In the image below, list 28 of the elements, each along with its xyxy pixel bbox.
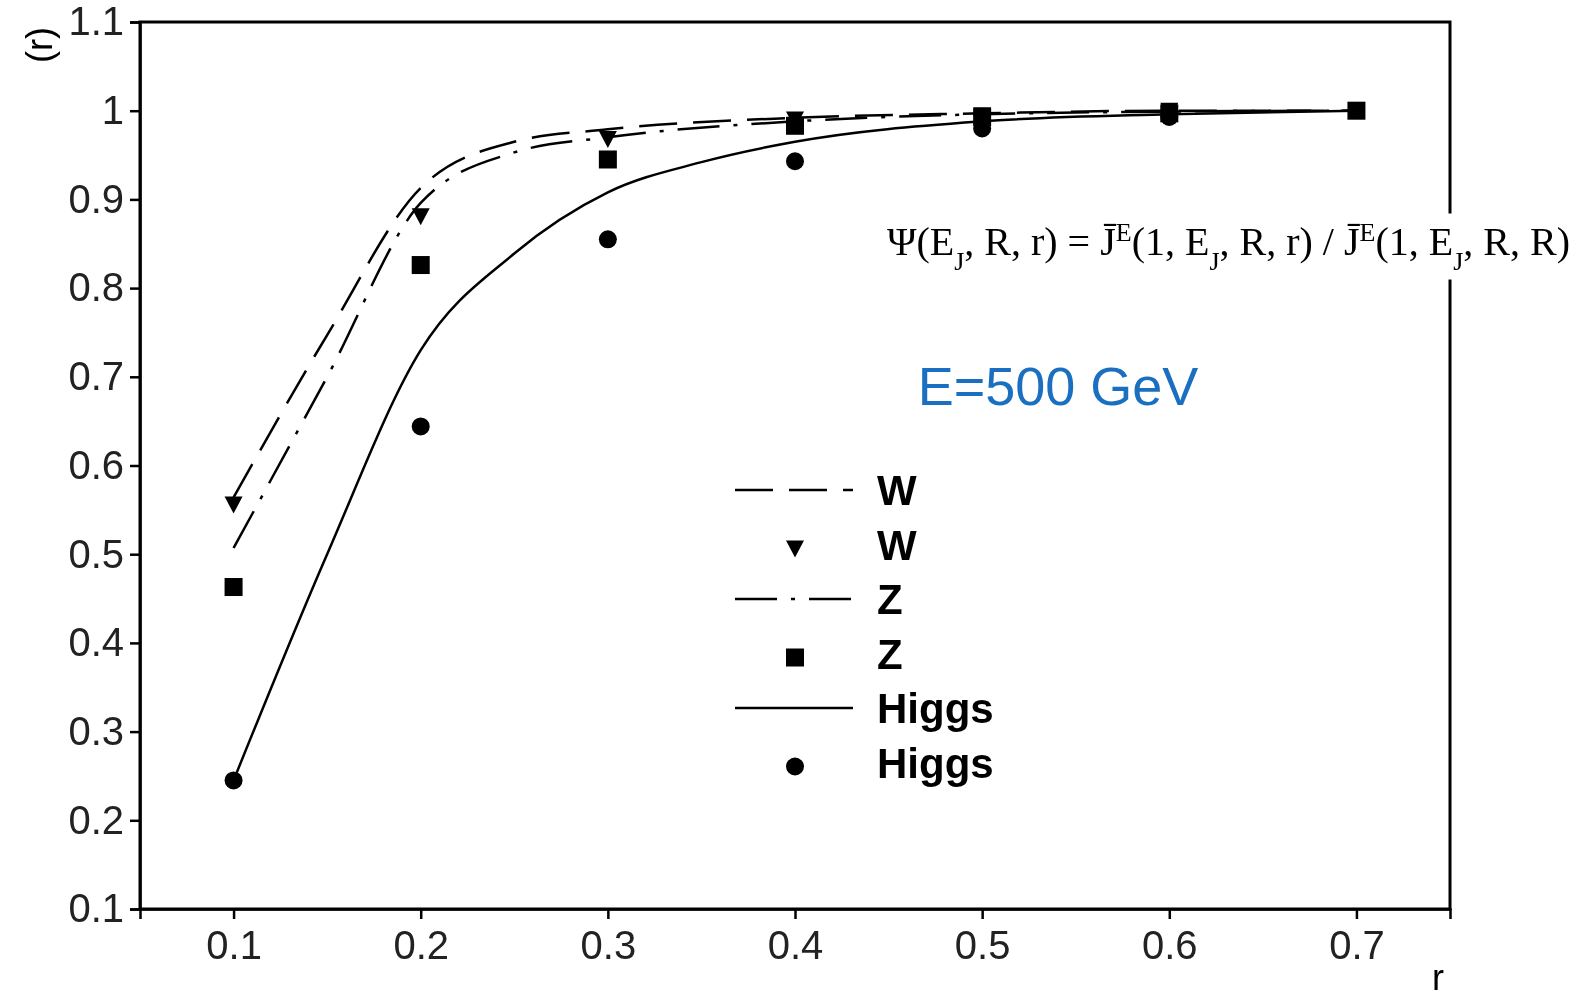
x-tick-label: 0.2 <box>393 923 450 968</box>
y-tick-label: 0.8 <box>68 265 124 310</box>
x-tick-label: 0.6 <box>1141 923 1198 968</box>
y-tick-label: 0.7 <box>68 354 124 399</box>
x-tick-label: 0.3 <box>580 923 637 968</box>
legend-label: Higgs <box>877 739 994 787</box>
y-axis-title: (r) <box>19 27 60 63</box>
text: Ψ(E$_{J}$, R, r) = J̄$^{E}$(1, E$_{J}$, R, r) / J̄$^{E}$(1, E$_{J}$, R, R) <box>886 217 1570 276</box>
legend-label: Higgs <box>877 685 994 732</box>
x-tick-label: 0.7 <box>1329 923 1385 968</box>
x-tick-label: 0.4 <box>767 923 824 968</box>
legend-label: Z <box>877 630 903 678</box>
y-tick-label: 0.1 <box>68 886 124 931</box>
legend-label: W <box>877 521 917 569</box>
y-tick-label: 0.5 <box>68 531 124 576</box>
legend-label: W <box>877 467 917 514</box>
y-tick-label: 0.6 <box>68 442 124 487</box>
y-tick-label: 0.2 <box>68 797 124 842</box>
x-tick-label: 0.1 <box>206 923 262 968</box>
x-axis-title: r <box>1432 957 1444 997</box>
y-tick-label: 0.4 <box>68 620 124 665</box>
y-tick-label: 0.9 <box>68 176 124 221</box>
y-tick-label: 0.3 <box>68 708 124 753</box>
x-tick-label: 0.5 <box>954 923 1011 968</box>
y-tick-label: 1.1 <box>68 0 124 44</box>
y-tick-label: 1 <box>101 88 124 132</box>
legend-label: Z <box>877 576 903 623</box>
annotation: E=500 GeV <box>917 356 1199 416</box>
